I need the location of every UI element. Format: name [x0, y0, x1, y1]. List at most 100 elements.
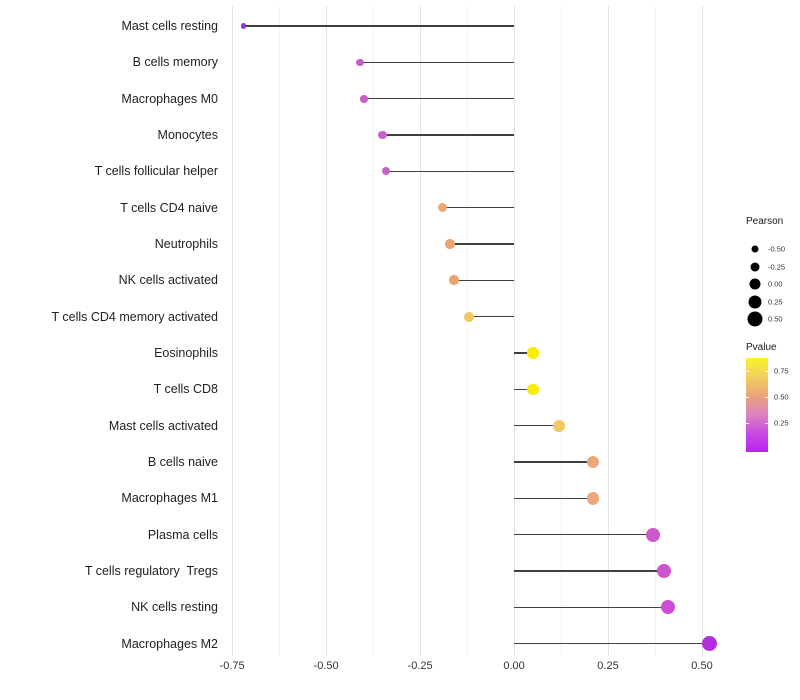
gridline-major [326, 6, 328, 656]
lollipop-stem [442, 206, 515, 209]
lollipop-stem [243, 25, 515, 27]
lollipop-dot [553, 419, 566, 432]
gridline-minor [279, 6, 281, 656]
size-legend-item-label: 0.25 [768, 297, 783, 306]
lollipop-stem [453, 279, 514, 282]
lollipop-dot [527, 383, 539, 395]
color-legend-tick-label: 0.75 [774, 366, 789, 376]
category-label: T cells regulatory Tregs [84, 563, 218, 578]
size-legend-pearson: Pearson -0.50 -0.25 0.00 0.25 0.50 [746, 216, 785, 327]
lollipop-stem [514, 497, 593, 499]
color-legend-gradient-bar: 0.75 0.50 0.25 [746, 358, 789, 452]
size-legend-item: -0.25 [746, 258, 800, 276]
size-legend-item-label: -0.25 [768, 262, 786, 271]
color-legend-title: Pvalue [746, 342, 777, 353]
lollipop-dot [449, 275, 459, 286]
category-label: Macrophages M1 [121, 491, 218, 506]
lollipop-dot [646, 527, 661, 542]
size-legend-dot [748, 295, 762, 308]
size-legend-dot [750, 262, 760, 271]
lollipop-dot [240, 23, 246, 29]
gridline-minor [655, 6, 656, 656]
category-label: Macrophages M0 [121, 91, 218, 106]
category-label: T cells CD4 memory activated [51, 309, 219, 324]
category-label: NK cells resting [131, 600, 218, 615]
lollipop-stem [386, 170, 515, 173]
color-legend-tick-label: 0.25 [774, 418, 789, 428]
lollipop-dot [437, 202, 448, 213]
lollipop-stem [514, 424, 560, 427]
color-legend-tick-mark [765, 397, 768, 398]
lollipop-dot [382, 167, 391, 176]
lollipop-dot [657, 563, 672, 578]
x-axis-tick-label: -0.75 [219, 660, 245, 672]
size-legend-item: 0.00 [746, 275, 800, 293]
size-legend-item-label: 0.50 [768, 314, 783, 324]
gridline-minor [373, 6, 375, 656]
category-label: Monocytes [157, 127, 218, 142]
size-legend-item-label: 0.00 [768, 279, 783, 289]
color-legend-tick-mark [746, 371, 749, 372]
lollipop-stem [514, 352, 533, 354]
category-label: T cells CD4 naive [120, 200, 218, 215]
x-axis-tick-label: -0.50 [313, 660, 339, 672]
lollipop-stem [363, 97, 515, 100]
lollipop-dot [378, 130, 387, 140]
color-legend-tick-mark [765, 371, 768, 372]
gridline-minor [467, 6, 469, 656]
lollipop-stem [360, 61, 515, 64]
lollipop-stem [514, 642, 710, 645]
size-legend-dot [749, 278, 761, 290]
gridline-minor [561, 6, 563, 656]
x-axis-tick-label: 0.50 [691, 660, 713, 672]
lollipop-stem [514, 461, 593, 463]
category-label: T cells follicular helper [94, 164, 218, 179]
gridline-major [702, 6, 703, 656]
size-legend-item: -0.50 [746, 240, 800, 258]
lollipop-dot [586, 491, 600, 505]
lollipop-stem [514, 388, 533, 390]
size-legend-item-label: -0.50 [768, 244, 786, 254]
lollipop-stem [514, 606, 669, 608]
gridline-major [514, 6, 516, 656]
category-label: T cells CD8 [153, 382, 218, 397]
category-label: Plasma cells [147, 527, 218, 542]
lollipop-dot [463, 311, 474, 322]
lollipop-stem [469, 315, 515, 318]
size-legend-item: 0.50 [746, 310, 800, 328]
plot-panel [225, 6, 743, 656]
x-axis-tick-label: 0.00 [503, 660, 525, 672]
category-label: NK cells activated [118, 273, 218, 288]
category-label: Mast cells resting [121, 19, 218, 33]
x-axis-tick-label: -0.25 [407, 660, 433, 672]
category-label: Mast cells activated [108, 418, 218, 433]
size-legend-dot [751, 245, 759, 253]
gridline-major [420, 6, 422, 656]
color-legend-tick-mark [746, 422, 749, 424]
lollipop-stem [514, 570, 665, 572]
color-legend-tick-label: 0.50 [774, 392, 789, 402]
lollipop-stem [514, 533, 654, 536]
color-legend-tick-mark [746, 397, 749, 398]
lollipop-dot [445, 239, 455, 249]
category-label: B cells naive [147, 454, 218, 469]
lollipop-dot [586, 455, 600, 469]
lollipop-stem [382, 134, 515, 136]
lollipop-dot [661, 600, 676, 615]
category-label: Neutrophils [154, 236, 218, 251]
lollipop-dot [702, 636, 718, 652]
category-label: B cells memory [132, 55, 218, 70]
color-legend-pvalue: Pvalue 0.75 0.50 0.25 [746, 342, 789, 452]
size-legend-title: Pearson [746, 216, 784, 227]
gridline-major [232, 6, 234, 656]
gridline-major [608, 6, 609, 656]
category-label: Macrophages M2 [121, 636, 218, 651]
size-legend-item: 0.25 [746, 293, 800, 311]
color-legend-tick-mark [765, 422, 768, 424]
category-label: Eosinophils [154, 345, 218, 360]
lollipop-dot [527, 347, 539, 359]
lollipop-stem [450, 243, 515, 245]
size-legend-dot [747, 311, 763, 327]
